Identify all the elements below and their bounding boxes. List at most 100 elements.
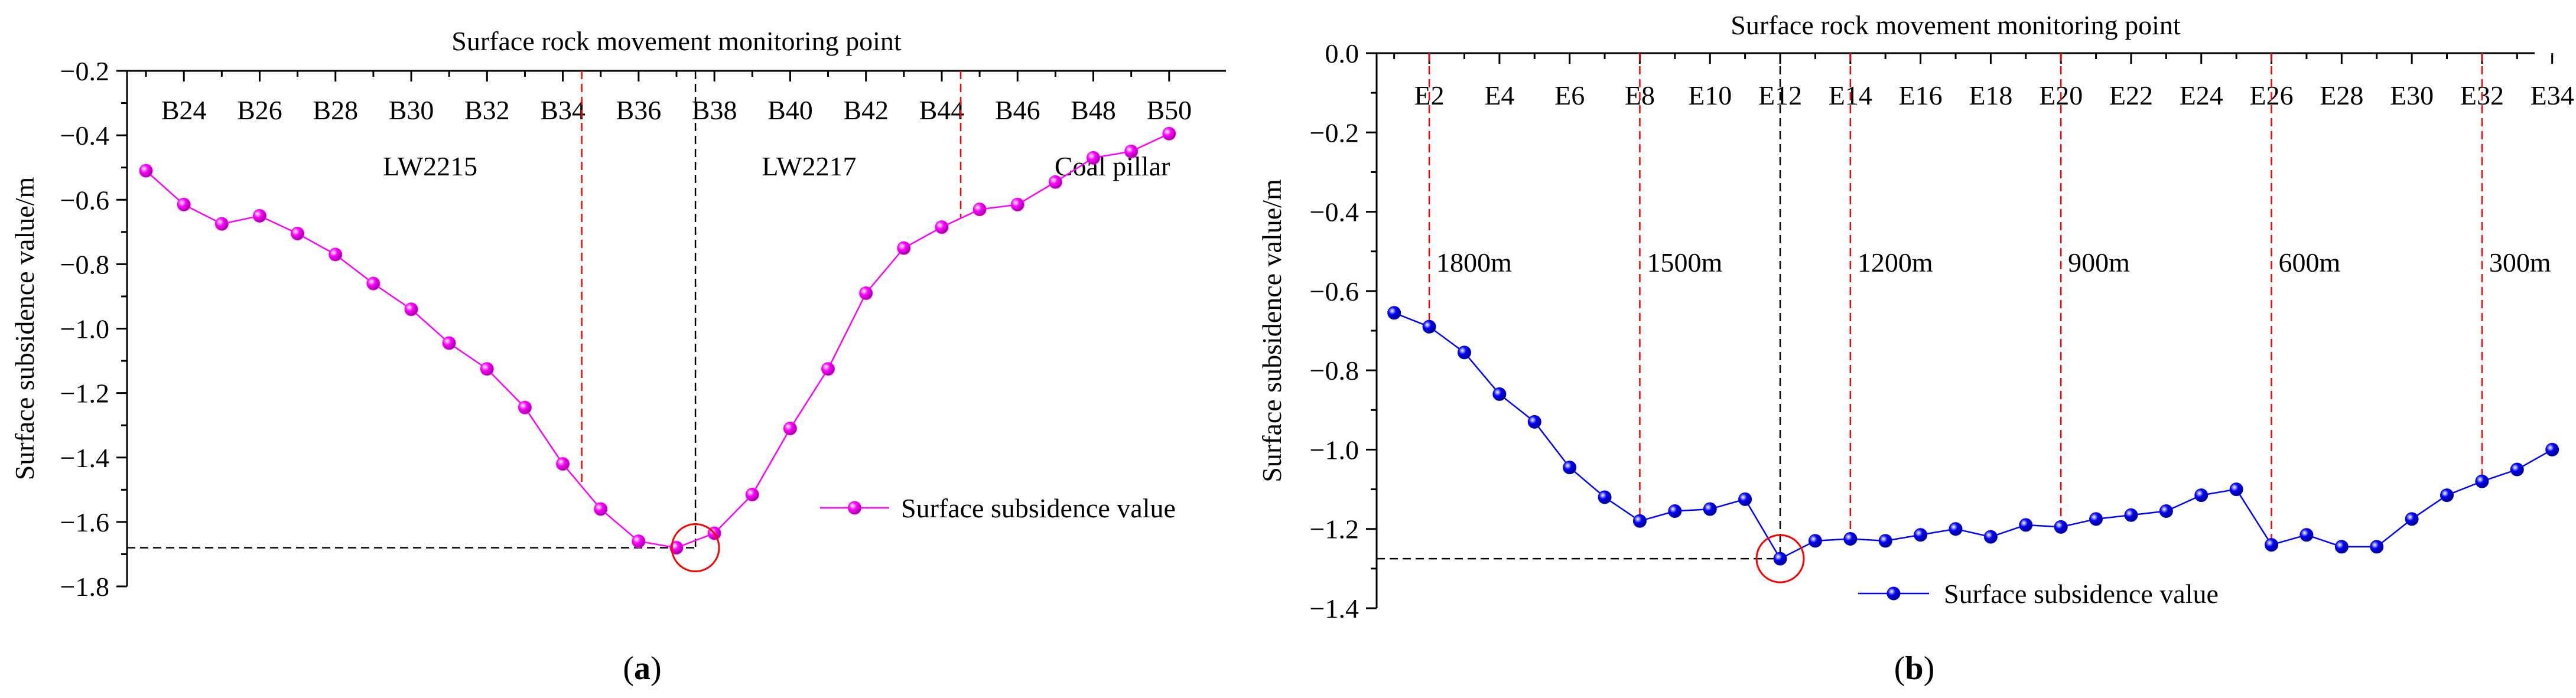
- min-highlight-circle: [671, 523, 720, 573]
- data-point: [1598, 490, 1612, 504]
- x-tick-label: B26: [237, 95, 282, 125]
- data-point: [1914, 528, 1928, 542]
- x-tick-label: B48: [1071, 95, 1116, 125]
- data-point: [1668, 504, 1682, 518]
- data-point: [821, 362, 835, 376]
- x-tick-label: E30: [2390, 80, 2434, 110]
- data-point: [669, 541, 684, 555]
- y-tick-label: −1.2: [1310, 514, 1359, 544]
- data-point: [1808, 534, 1822, 548]
- data-point: [2019, 518, 2033, 532]
- data-point: [1632, 514, 1647, 528]
- y-axis-label: Surface subsidence value/m: [9, 177, 40, 481]
- data-point: [1738, 492, 1752, 506]
- data-point: [404, 302, 418, 317]
- y-tick-label: −0.4: [60, 120, 109, 151]
- data-point: [480, 362, 494, 376]
- chart-panel-b: Surface rock movement monitoring point Su…: [1257, 10, 2574, 687]
- data-point: [2194, 488, 2209, 503]
- data-point: [2545, 442, 2559, 456]
- x-tick-label: B30: [389, 95, 434, 125]
- data-point: [1124, 144, 1139, 158]
- distance-label: 1200m: [1858, 247, 1933, 278]
- data-point: [972, 203, 987, 217]
- data-point: [2054, 520, 2068, 534]
- data-point: [139, 164, 153, 178]
- chart-panel-a: Surface rock movement monitoring point Su…: [9, 26, 1226, 687]
- data-point: [1843, 532, 1858, 546]
- x-tick-label: B36: [616, 95, 662, 125]
- data-point: [1983, 530, 1998, 544]
- x-tick-label: B44: [919, 95, 965, 125]
- y-tick-label: −0.8: [1310, 355, 1359, 386]
- data-point: [2405, 512, 2419, 526]
- min-highlight-circle: [1755, 534, 1805, 583]
- data-point: [859, 286, 873, 300]
- x-tick-label: E18: [1969, 80, 2012, 110]
- data-point: [2265, 538, 2279, 552]
- y-tick-label: −0.2: [60, 56, 109, 86]
- x-tick-label: E6: [1554, 80, 1585, 110]
- x-tick-label: E16: [1899, 80, 1943, 110]
- data-point: [2229, 482, 2243, 497]
- data-point: [2124, 508, 2138, 522]
- y-tick-label: −1.8: [60, 572, 109, 602]
- legend-marker: [848, 501, 861, 515]
- x-tick-label: B34: [540, 95, 586, 125]
- data-point: [1422, 319, 1436, 334]
- region-label: Coal pillar: [1055, 151, 1170, 181]
- x-tick-label: B46: [995, 95, 1040, 125]
- series-line: [145, 133, 1170, 549]
- y-tick-label: −1.0: [60, 314, 109, 344]
- data-point: [1703, 502, 1717, 516]
- data-point: [2440, 488, 2454, 503]
- x-tick-label: E34: [2531, 80, 2574, 110]
- distance-label: 600m: [2279, 247, 2341, 278]
- data-point: [177, 197, 191, 211]
- data-point: [2475, 474, 2489, 488]
- y-tick-label: −0.4: [1310, 197, 1359, 227]
- distance-label: 300m: [2489, 247, 2551, 278]
- chart-title: Surface rock movement monitoring point: [1731, 10, 2181, 40]
- x-tick-label: E22: [2109, 80, 2153, 110]
- data-point: [2159, 504, 2173, 518]
- data-point: [252, 209, 266, 223]
- x-tick-label: B24: [161, 95, 207, 125]
- data-point: [632, 534, 646, 549]
- distance-label: 900m: [2068, 247, 2130, 278]
- y-tick-label: −0.8: [60, 249, 109, 279]
- x-tick-label: E28: [2320, 80, 2363, 110]
- legend-label: Surface subsidence value: [901, 493, 1176, 523]
- data-point: [328, 247, 343, 262]
- data-point: [1387, 306, 1401, 320]
- data-point: [2370, 540, 2384, 554]
- data-point: [1010, 197, 1024, 211]
- data-point: [1527, 415, 1541, 429]
- data-point: [594, 502, 608, 516]
- data-point: [1162, 126, 1176, 141]
- legend-marker: [1887, 586, 1901, 601]
- legend-label: Surface subsidence value: [1944, 579, 2219, 609]
- data-point: [1949, 522, 1963, 536]
- y-tick-label: −0.6: [1310, 276, 1359, 306]
- x-tick-label: B50: [1146, 95, 1192, 125]
- x-tick-label: B38: [692, 95, 737, 125]
- data-point: [2334, 540, 2349, 554]
- data-point: [214, 217, 229, 231]
- x-tick-label: E24: [2180, 80, 2223, 110]
- data-point: [1492, 387, 1507, 401]
- data-point: [745, 487, 759, 501]
- x-tick-label: E10: [1688, 80, 1732, 110]
- data-point: [2089, 512, 2103, 526]
- region-label: LW2215: [383, 151, 477, 181]
- data-point: [1563, 461, 1577, 475]
- data-point: [1457, 345, 1471, 360]
- y-tick-label: −1.6: [60, 507, 109, 537]
- data-point: [783, 422, 797, 436]
- data-point: [518, 400, 532, 415]
- series-line: [1394, 312, 2553, 560]
- region-label: LW2217: [762, 151, 856, 181]
- x-tick-label: E4: [1484, 80, 1514, 110]
- data-point: [1878, 534, 1892, 548]
- data-point: [556, 457, 570, 471]
